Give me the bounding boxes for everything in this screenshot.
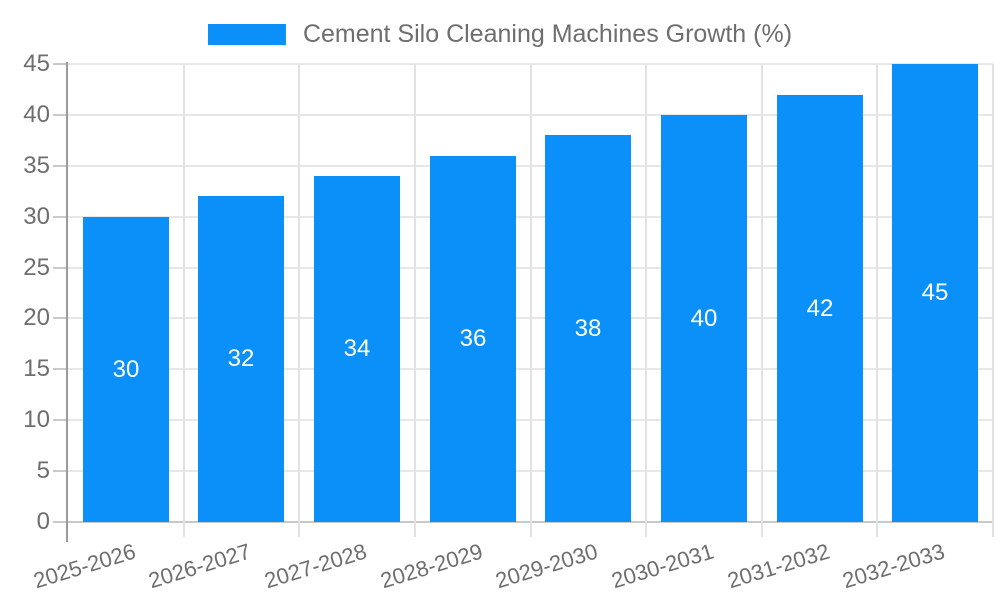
bar: 42 xyxy=(777,95,863,522)
y-axis-tick xyxy=(53,164,68,167)
y-axis-tick-label: 30 xyxy=(23,202,50,230)
bar-value-label: 38 xyxy=(574,314,602,342)
y-axis-tick-label: 45 xyxy=(23,50,50,77)
bar: 36 xyxy=(430,156,516,522)
y-axis-tick-label: 0 xyxy=(36,508,50,535)
y-axis-tick xyxy=(53,470,68,473)
legend-label: Cement Silo Cleaning Machines Growth (%) xyxy=(302,20,793,48)
gridline-vertical xyxy=(876,64,879,537)
bar-value-label: 34 xyxy=(343,335,371,362)
gridline-vertical xyxy=(645,64,648,537)
gridline-vertical xyxy=(529,64,532,537)
bar-chart: Cement Silo Cleaning Machines Growth (%)… xyxy=(23,20,994,593)
gridline-vertical xyxy=(992,64,994,537)
legend-swatch xyxy=(207,24,286,45)
y-axis-tick-label: 5 xyxy=(36,457,50,485)
y-axis-tick-label: 20 xyxy=(23,304,50,332)
bar: 45 xyxy=(892,64,978,522)
y-axis-line xyxy=(66,62,68,542)
y-axis-tick xyxy=(53,63,68,65)
bar: 32 xyxy=(198,196,284,522)
bar-value-label: 40 xyxy=(690,304,718,332)
gridline-vertical xyxy=(760,64,763,537)
y-axis-tick-label: 35 xyxy=(23,151,50,179)
bar: 38 xyxy=(545,135,631,522)
y-axis-tick xyxy=(53,521,68,523)
y-axis-tick-label: 10 xyxy=(23,406,50,434)
bar: 40 xyxy=(661,115,747,522)
y-axis-tick xyxy=(53,419,68,422)
gridline-vertical xyxy=(182,64,185,537)
legend: Cement Silo Cleaning Machines Growth (%) xyxy=(207,20,793,49)
bar: 34 xyxy=(314,176,400,522)
bar-value-label: 42 xyxy=(806,294,834,322)
y-axis-tick xyxy=(53,266,68,269)
y-axis-tick xyxy=(53,317,68,320)
y-axis-tick xyxy=(53,368,68,371)
bar-value-label: 45 xyxy=(921,279,949,306)
y-axis-tick-label: 40 xyxy=(23,100,50,128)
bar-value-label: 36 xyxy=(459,325,487,352)
bar: 30 xyxy=(83,217,169,522)
y-axis-tick xyxy=(53,113,68,116)
bar-value-label: 30 xyxy=(112,355,140,383)
y-axis-tick xyxy=(53,215,68,218)
bar-value-label: 32 xyxy=(227,345,255,372)
gridline-vertical xyxy=(413,64,416,537)
y-axis-tick-label: 15 xyxy=(23,355,50,383)
y-axis-tick-label: 25 xyxy=(23,253,50,281)
gridline-vertical xyxy=(298,64,301,537)
